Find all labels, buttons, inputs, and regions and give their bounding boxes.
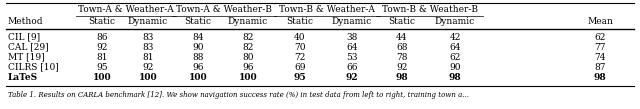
Text: 90: 90 <box>449 62 461 72</box>
Text: 66: 66 <box>346 62 358 72</box>
Text: 87: 87 <box>595 62 605 72</box>
Text: 40: 40 <box>294 32 306 42</box>
Text: 86: 86 <box>96 32 108 42</box>
Text: 83: 83 <box>142 43 154 51</box>
Text: CIL [9]: CIL [9] <box>8 32 40 42</box>
Text: 96: 96 <box>243 62 253 72</box>
Text: Town-B & Weather-B: Town-B & Weather-B <box>381 5 477 14</box>
Text: 44: 44 <box>396 32 408 42</box>
Text: 92: 92 <box>96 43 108 51</box>
Text: 81: 81 <box>96 53 108 61</box>
Text: 100: 100 <box>189 72 207 82</box>
Text: 68: 68 <box>396 43 408 51</box>
Text: 69: 69 <box>294 62 306 72</box>
Text: MT [19]: MT [19] <box>8 53 45 61</box>
Text: Town-B & Weather-A: Town-B & Weather-A <box>279 5 375 14</box>
Text: Static: Static <box>388 18 415 26</box>
Text: 42: 42 <box>449 32 461 42</box>
Text: 78: 78 <box>396 53 408 61</box>
Text: Mean: Mean <box>587 18 613 26</box>
Text: 81: 81 <box>142 53 154 61</box>
Text: 83: 83 <box>142 32 154 42</box>
Text: 100: 100 <box>139 72 157 82</box>
Text: 98: 98 <box>449 72 461 82</box>
Text: CILRS [10]: CILRS [10] <box>8 62 59 72</box>
Text: Static: Static <box>287 18 314 26</box>
Text: 92: 92 <box>396 62 408 72</box>
Text: Static: Static <box>184 18 211 26</box>
Text: 100: 100 <box>239 72 257 82</box>
Text: 72: 72 <box>294 53 306 61</box>
Text: 53: 53 <box>346 53 358 61</box>
Text: 100: 100 <box>93 72 111 82</box>
Text: 62: 62 <box>449 53 461 61</box>
Text: Dynamic: Dynamic <box>435 18 475 26</box>
Text: 70: 70 <box>294 43 306 51</box>
Text: 64: 64 <box>449 43 461 51</box>
Text: 62: 62 <box>595 32 605 42</box>
Text: LaTeS: LaTeS <box>8 72 38 82</box>
Text: 82: 82 <box>243 43 253 51</box>
Text: 64: 64 <box>346 43 358 51</box>
Text: Table 1. Results on CARLA benchmark [12]. We show navigation success rate (%) in: Table 1. Results on CARLA benchmark [12]… <box>8 91 469 99</box>
Text: Town-A & Weather-A: Town-A & Weather-A <box>78 5 174 14</box>
Text: Dynamic: Dynamic <box>128 18 168 26</box>
Text: Town-A & Weather-B: Town-A & Weather-B <box>176 5 272 14</box>
Text: CAL [29]: CAL [29] <box>8 43 49 51</box>
Text: Dynamic: Dynamic <box>332 18 372 26</box>
Text: 95: 95 <box>294 72 307 82</box>
Text: 90: 90 <box>192 43 204 51</box>
Text: 80: 80 <box>243 53 253 61</box>
Text: 88: 88 <box>192 53 204 61</box>
Text: Static: Static <box>88 18 115 26</box>
Text: 38: 38 <box>346 32 358 42</box>
Text: 82: 82 <box>243 32 253 42</box>
Text: Dynamic: Dynamic <box>228 18 268 26</box>
Text: 92: 92 <box>142 62 154 72</box>
Text: 84: 84 <box>192 32 204 42</box>
Text: 98: 98 <box>594 72 606 82</box>
Text: 92: 92 <box>346 72 358 82</box>
Text: 77: 77 <box>595 43 605 51</box>
Text: 98: 98 <box>396 72 408 82</box>
Text: Method: Method <box>8 18 44 26</box>
Text: 96: 96 <box>192 62 204 72</box>
Text: 74: 74 <box>595 53 605 61</box>
Text: 95: 95 <box>96 62 108 72</box>
